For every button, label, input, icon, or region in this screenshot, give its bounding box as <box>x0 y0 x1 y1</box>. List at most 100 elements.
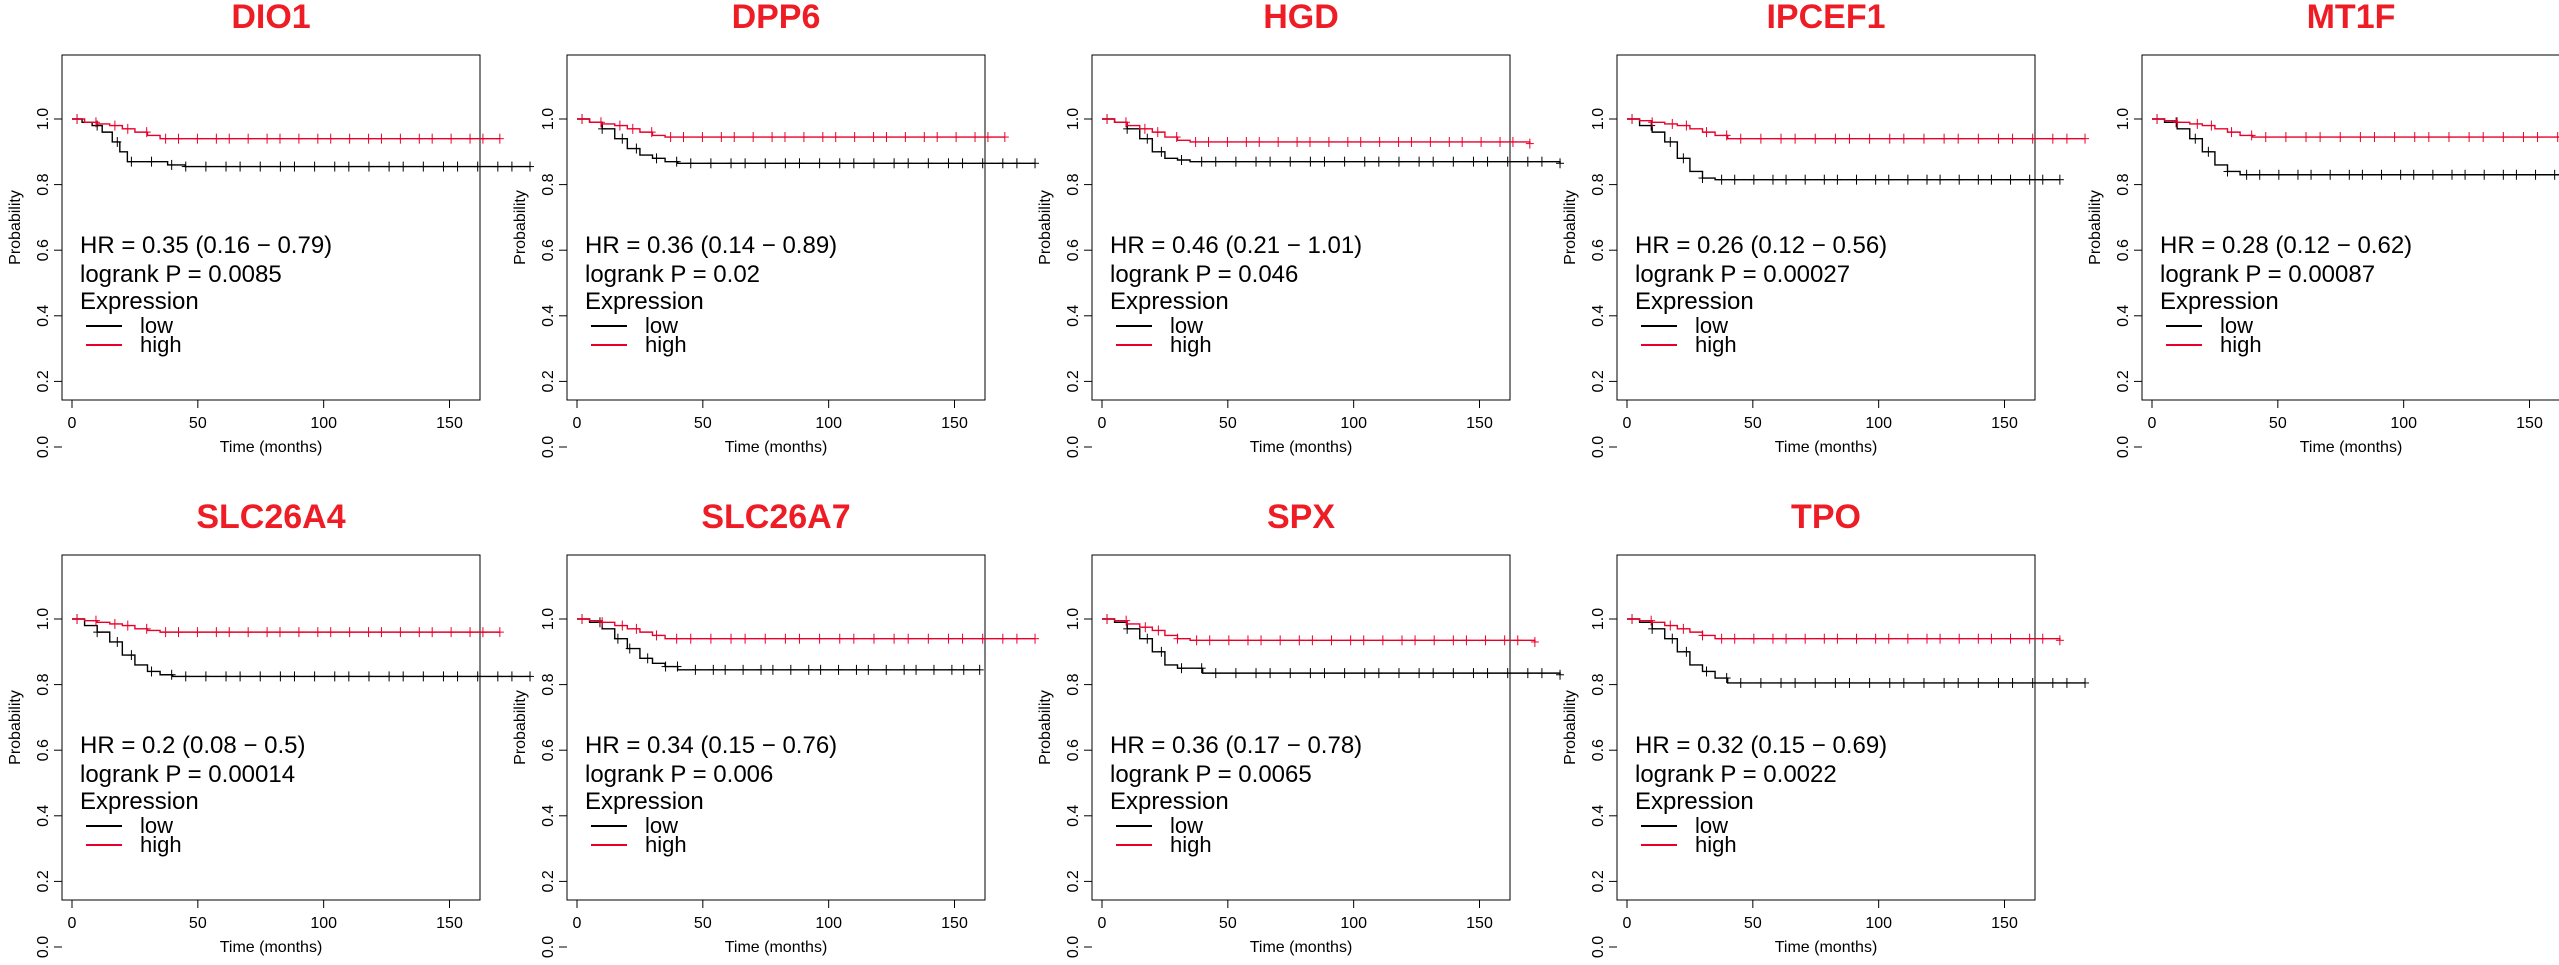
y-tick-label: 0.6 <box>35 239 52 261</box>
x-tick-label: 50 <box>1744 915 1762 932</box>
chart-title: HGD <box>1263 0 1339 36</box>
legend-label-high: high <box>1695 332 1737 357</box>
km-curve-low <box>1627 618 2086 684</box>
logrank-p-text: logrank P = 0.006 <box>585 761 773 788</box>
legend-label-high: high <box>1170 332 1212 357</box>
plot-frame <box>1616 54 2036 401</box>
x-tick-label: 100 <box>1340 415 1367 432</box>
x-axis-label: Time (months) <box>1775 439 1878 456</box>
legend-label-high: high <box>1170 832 1212 857</box>
x-tick-label: 100 <box>1865 415 1892 432</box>
y-tick-label: 1.0 <box>1590 108 1607 130</box>
x-tick-label: 50 <box>2269 415 2287 432</box>
y-tick-label: 0.0 <box>1065 436 1082 458</box>
plot-frame <box>1091 554 1511 901</box>
x-tick-label: 150 <box>2516 415 2543 432</box>
y-tick-label: 0.4 <box>1065 805 1082 827</box>
km-plot-svg: SPX 0.0 0.2 0.4 0.6 0.8 1.0 0 50 100 150 Time (mont… <box>1037 498 1565 958</box>
y-tick-label: 0.2 <box>35 370 52 392</box>
legend-title: Expression <box>80 788 199 815</box>
km-curve-low <box>72 118 531 168</box>
x-tick-label: 0 <box>68 415 77 432</box>
x-tick-label: 150 <box>1466 415 1493 432</box>
plot-frame <box>566 554 986 901</box>
km-curve-low <box>1627 118 2060 181</box>
logrank-p-text: logrank P = 0.046 <box>1110 261 1298 288</box>
legend-label-high: high <box>1695 832 1737 857</box>
x-axis-label: Time (months) <box>725 439 828 456</box>
legend-label-low: low <box>1695 313 1728 338</box>
x-axis-label: Time (months) <box>1250 439 1353 456</box>
x-tick-label: 100 <box>815 915 842 932</box>
y-tick-label: 0.2 <box>2115 370 2132 392</box>
x-tick-label: 150 <box>436 915 463 932</box>
hazard-ratio-text: HR = 0.2 (0.08 − 0.5) <box>80 732 305 759</box>
x-tick-label: 50 <box>1219 915 1237 932</box>
y-tick-label: 0.8 <box>1590 173 1607 195</box>
km-plot-svg: MT1F 0.0 0.2 0.4 0.6 0.8 1.0 0 50 100 150 Time (mon… <box>2087 0 2559 458</box>
y-tick-label: 0.0 <box>35 936 52 958</box>
plot-frame <box>61 554 481 901</box>
y-axis-label: Probability <box>7 690 24 765</box>
legend-label-high: high <box>645 332 687 357</box>
km-plot-svg: HGD 0.0 0.2 0.4 0.6 0.8 1.0 0 50 100 150 Time (mont… <box>1037 0 1565 458</box>
y-tick-label: 0.0 <box>2115 436 2132 458</box>
km-curve-low <box>72 618 531 678</box>
y-tick-label: 0.2 <box>35 870 52 892</box>
y-tick-label: 0.4 <box>1590 805 1607 827</box>
legend-label-low: low <box>645 813 678 838</box>
km-curve-high <box>1627 618 2061 641</box>
legend-title: Expression <box>1110 288 1229 315</box>
km-curve-high <box>72 618 500 633</box>
x-tick-label: 100 <box>2390 415 2417 432</box>
legend-title: Expression <box>1110 788 1229 815</box>
km-plot-svg: DPP6 0.0 0.2 0.4 0.6 0.8 1.0 0 50 100 150 Time (mon… <box>512 0 1040 458</box>
legend-label-low: low <box>1695 813 1728 838</box>
y-axis-label: Probability <box>512 690 529 765</box>
logrank-p-text: logrank P = 0.00087 <box>2160 261 2375 288</box>
x-tick-label: 0 <box>1098 415 1107 432</box>
logrank-p-text: logrank P = 0.00014 <box>80 761 295 788</box>
y-tick-label: 1.0 <box>1065 108 1082 130</box>
y-axis-label: Probability <box>2087 190 2104 265</box>
y-axis-label: Probability <box>1037 690 1054 765</box>
x-tick-label: 0 <box>1623 915 1632 932</box>
km-curve-high <box>1102 618 1536 642</box>
hazard-ratio-text: HR = 0.32 (0.15 − 0.69) <box>1635 732 1887 759</box>
y-tick-label: 0.8 <box>2115 173 2132 195</box>
y-tick-label: 0.4 <box>540 305 557 327</box>
x-tick-label: 150 <box>941 415 968 432</box>
y-tick-label: 1.0 <box>35 608 52 630</box>
chart-title: DIO1 <box>231 0 310 36</box>
y-tick-label: 0.6 <box>540 739 557 761</box>
x-axis-label: Time (months) <box>2300 439 2403 456</box>
legend-label-low: low <box>140 813 173 838</box>
y-tick-label: 1.0 <box>1065 608 1082 630</box>
x-axis-label: Time (months) <box>220 439 323 456</box>
km-panel-hgd: HGD 0.0 0.2 0.4 0.6 0.8 1.0 0 50 100 150 Time (mont… <box>1030 0 1565 465</box>
y-tick-label: 0.0 <box>1590 436 1607 458</box>
x-tick-label: 100 <box>310 915 337 932</box>
y-axis-label: Probability <box>7 190 24 265</box>
plot-frame <box>1091 54 1511 401</box>
plot-frame <box>1616 554 2036 901</box>
chart-title: SLC26A4 <box>196 498 345 536</box>
km-panel-dpp6: DPP6 0.0 0.2 0.4 0.6 0.8 1.0 0 50 100 150 Time (mon… <box>505 0 1040 465</box>
logrank-p-text: logrank P = 0.00027 <box>1635 261 1850 288</box>
y-tick-label: 0.8 <box>1065 673 1082 695</box>
y-tick-label: 0.0 <box>1590 936 1607 958</box>
plot-frame <box>2141 54 2559 401</box>
legend-title: Expression <box>2160 288 2279 315</box>
km-curve-high <box>1102 118 1531 144</box>
km-curve-low <box>1102 618 1561 675</box>
x-tick-label: 50 <box>694 415 712 432</box>
km-plot-svg: SLC26A4 0.0 0.2 0.4 0.6 0.8 1.0 0 50 100 150 Time (… <box>7 498 535 958</box>
x-tick-label: 100 <box>815 415 842 432</box>
y-tick-label: 0.2 <box>1590 870 1607 892</box>
y-tick-label: 0.2 <box>1065 370 1082 392</box>
y-tick-label: 0.8 <box>1065 173 1082 195</box>
km-panel-slc26a4: SLC26A4 0.0 0.2 0.4 0.6 0.8 1.0 0 50 100 150 Time (… <box>0 498 535 965</box>
legend-label-high: high <box>2220 332 2262 357</box>
y-tick-label: 0.6 <box>1065 739 1082 761</box>
x-tick-label: 0 <box>1623 415 1632 432</box>
